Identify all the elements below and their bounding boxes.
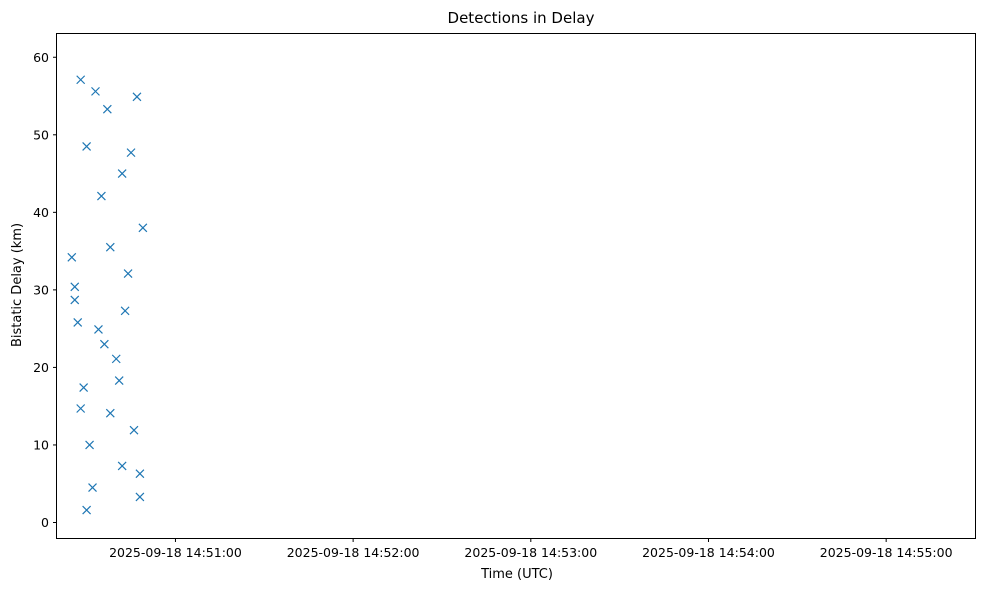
data-point (76, 404, 86, 413)
data-point (135, 492, 145, 502)
data-point (91, 86, 100, 96)
data-point (94, 324, 103, 334)
data-point (111, 354, 121, 364)
x-axis-ticks: 2025-09-18 14:51:00 2025-09-18 14:52:00 20… (109, 538, 953, 560)
data-point (85, 440, 94, 450)
y-tick-label: 40 (33, 205, 49, 220)
data-point (117, 169, 127, 178)
x-tick-label: 2025-09-18 14:52:00 (287, 545, 420, 560)
data-point (117, 461, 127, 471)
data-point (138, 223, 148, 233)
data-point (70, 295, 80, 305)
x-tick-label: 2025-09-18 14:54:00 (642, 545, 775, 560)
chart-title: Detections in Delay (448, 9, 595, 27)
data-point (123, 269, 133, 279)
y-tick-label: 10 (33, 437, 49, 452)
data-point (105, 408, 115, 418)
y-tick-label: 20 (33, 360, 49, 375)
x-tick-label: 2025-09-18 14:55:00 (820, 545, 953, 560)
data-point (70, 282, 80, 292)
data-point (73, 318, 83, 327)
data-point (135, 469, 145, 479)
x-axis-label: Time (UTC) (480, 567, 553, 582)
x-tick-label: 2025-09-18 14:51:00 (109, 545, 242, 560)
data-point (88, 483, 97, 493)
data-point (79, 383, 89, 392)
plot-frame (56, 33, 976, 539)
data-point (82, 142, 92, 151)
data-point (126, 148, 136, 158)
y-tick-label: 0 (41, 515, 49, 530)
data-point (76, 75, 86, 85)
data-point (120, 306, 130, 316)
data-point (96, 191, 106, 201)
x-tick-label: 2025-09-18 14:53:00 (464, 545, 597, 560)
y-axis-ticks: 0 10 20 30 40 50 60 (33, 50, 57, 530)
data-points (67, 75, 148, 515)
data-point (132, 92, 142, 102)
data-point (67, 252, 77, 262)
data-point (105, 242, 115, 252)
data-point (114, 376, 124, 386)
data-point (102, 104, 112, 114)
data-point (82, 505, 92, 515)
data-point (129, 425, 139, 435)
y-tick-label: 30 (33, 282, 49, 297)
y-axis-label: Bistatic Delay (km) (10, 223, 25, 347)
y-tick-label: 50 (33, 127, 49, 142)
y-tick-label: 60 (33, 50, 49, 65)
data-point (99, 339, 109, 349)
